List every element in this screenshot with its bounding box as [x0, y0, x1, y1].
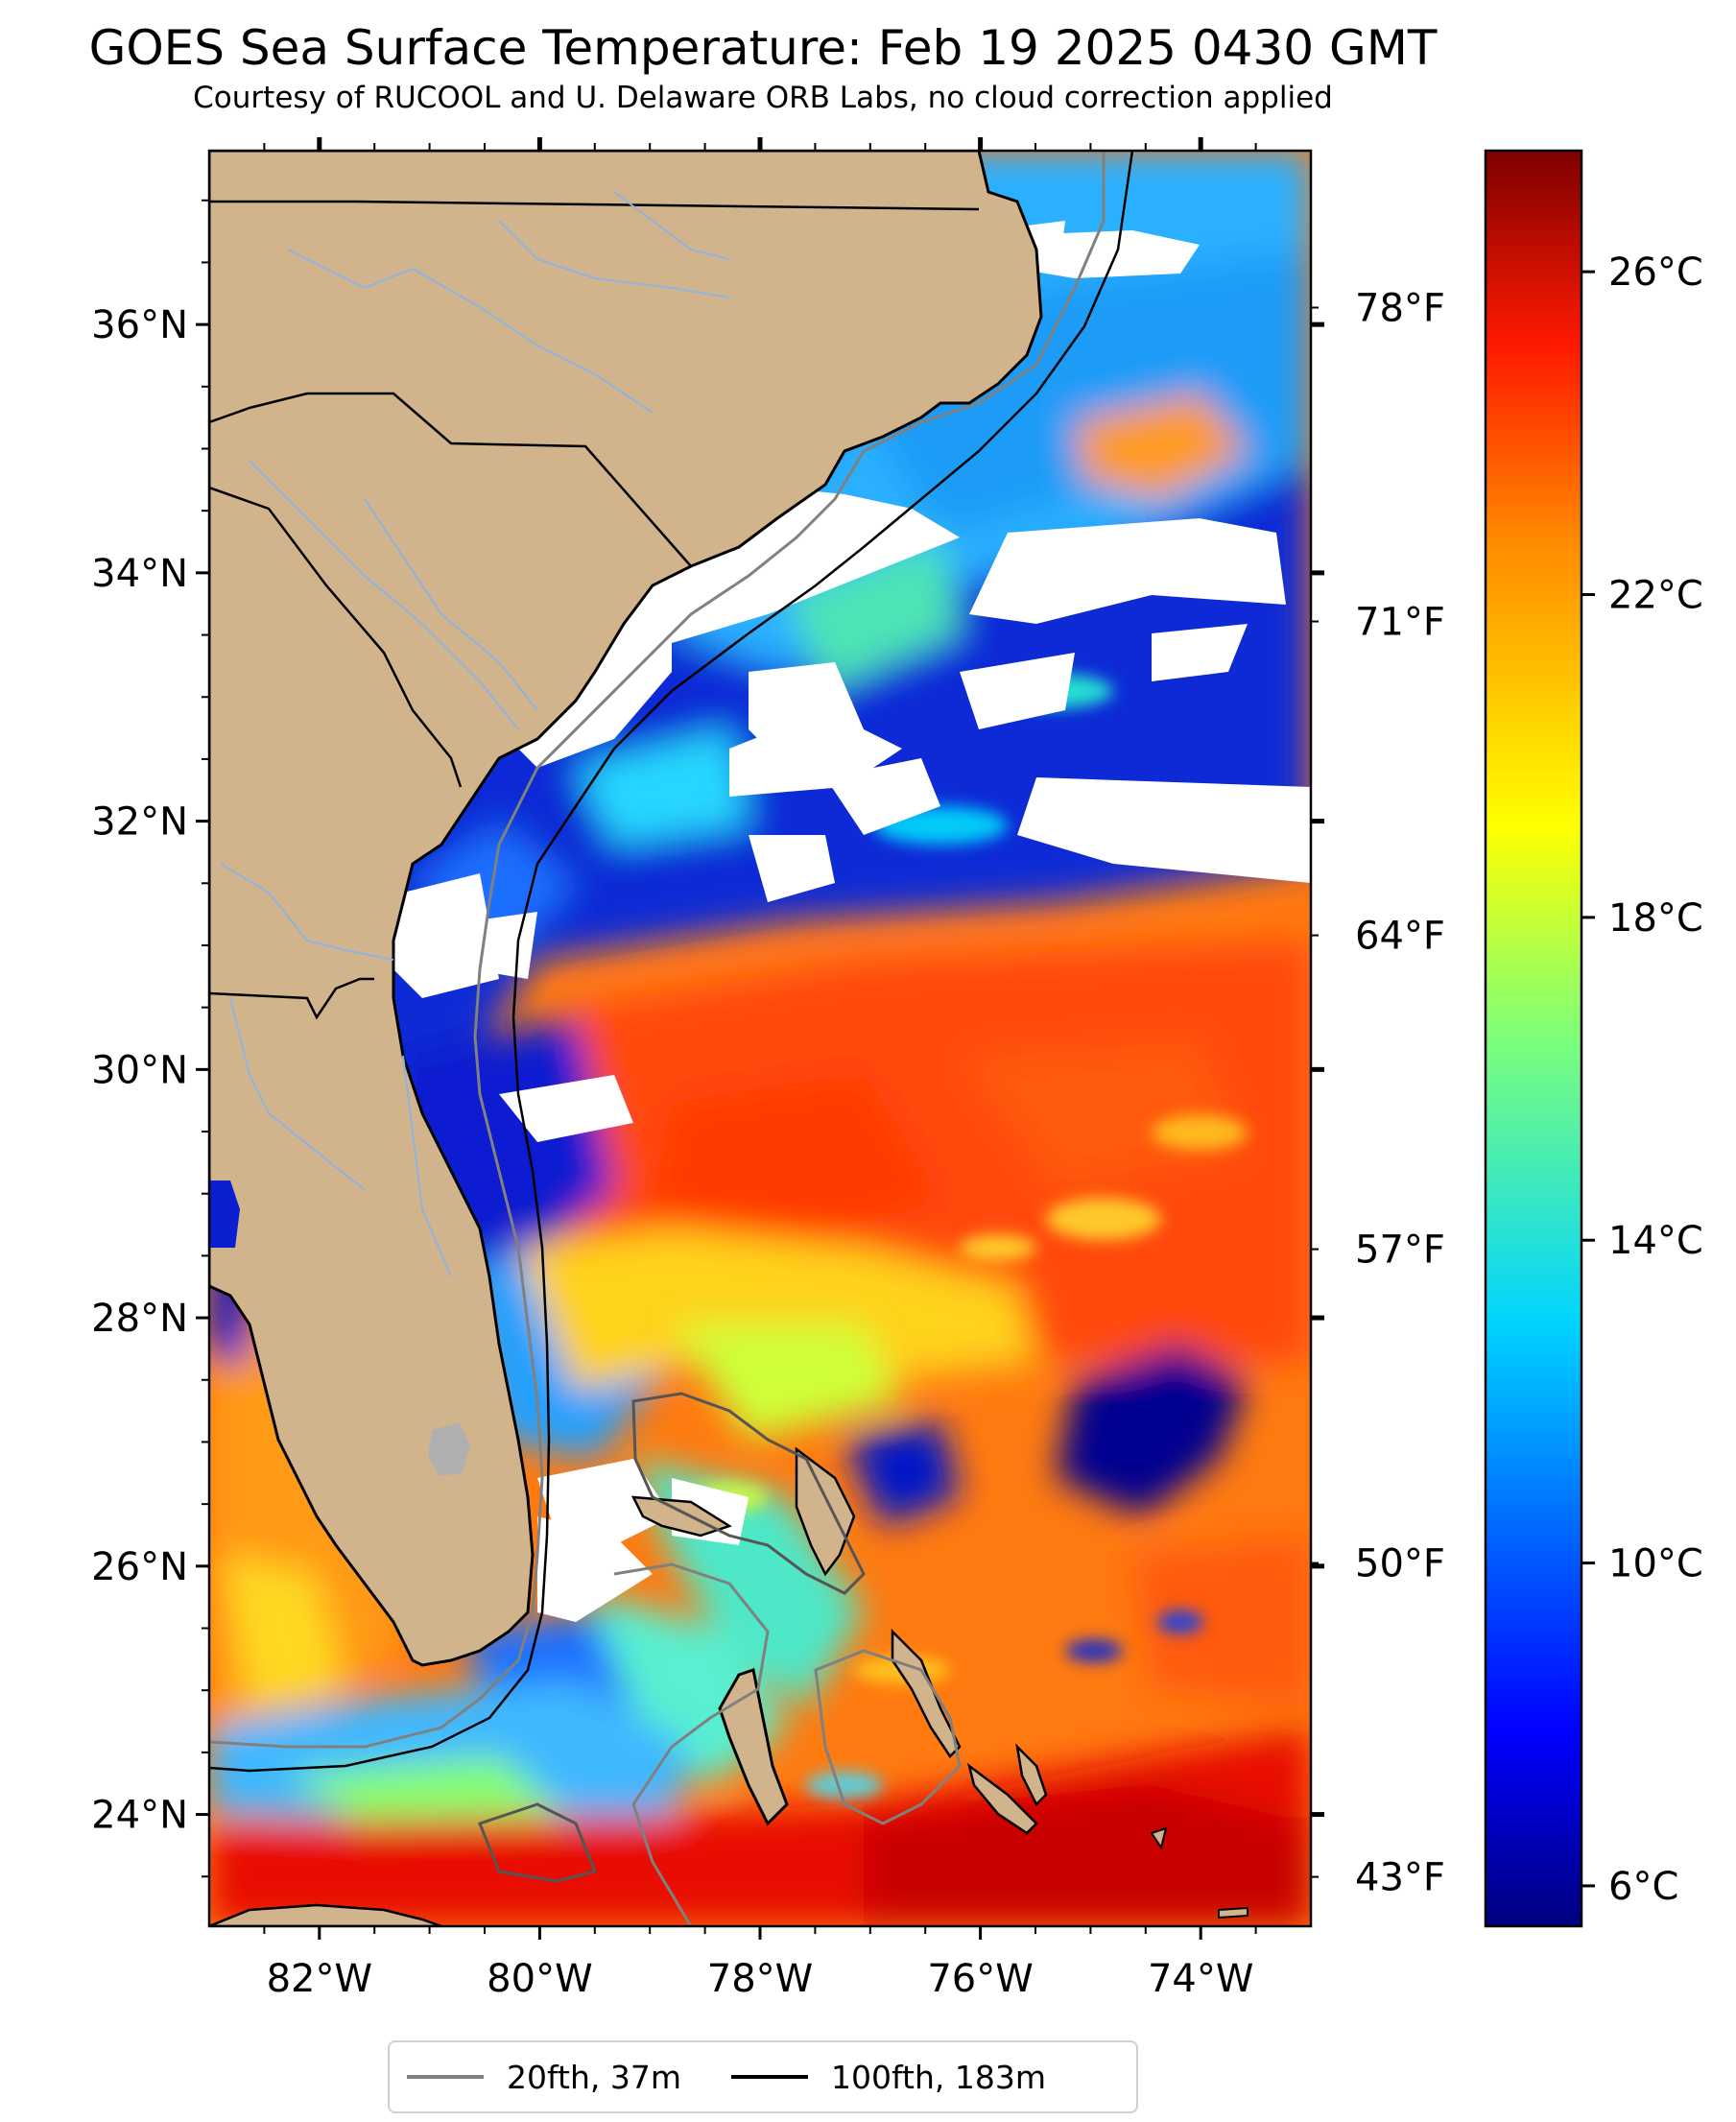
legend-line-20fth: [407, 2075, 484, 2079]
lon-tick-label: 80°W: [487, 1957, 592, 2001]
legend-item-20fth: 20fth, 37m: [407, 2059, 681, 2096]
colorbar-ticks: 26°C 22°C 18°C 14°C 10°C 6°C 78°F 71°F 64°F 57°F 5…: [1311, 250, 1703, 1909]
fahrenheit-tick-label: 71°F: [1355, 601, 1445, 645]
lat-tick-label: 36°N: [91, 303, 188, 347]
lat-tick-label: 24°N: [91, 1794, 188, 1838]
eleuthera: [891, 1628, 962, 1758]
legend-line-100fth: [731, 2075, 808, 2079]
celsius-tick-label: 6°C: [1608, 1865, 1678, 1909]
colorbar: 26°C 22°C 18°C 14°C 10°C 6°C 78°F 71°F 64°F 57°F 5…: [1311, 149, 1703, 1928]
lat-tick-label: 28°N: [91, 1297, 188, 1341]
lon-tick-label: 82°W: [267, 1957, 372, 2001]
fahrenheit-tick-label: 78°F: [1355, 287, 1445, 331]
fahrenheit-tick-label: 64°F: [1355, 915, 1445, 959]
lake-okeechobee: [428, 1422, 470, 1476]
colorbar-gradient: [1484, 149, 1583, 1928]
exuma-cays: [966, 1762, 1038, 1835]
fahrenheit-tick-label: 43°F: [1355, 1856, 1445, 1900]
lon-tick-label: 74°W: [1148, 1957, 1253, 2001]
map-axes: 36°N 34°N 32°N 30°N 28°N 26°N 24°N 82°W 80°W 78°W…: [91, 137, 1324, 2001]
legend-label-20fth: 20fth, 37m: [507, 2058, 681, 2096]
legend-label-100fth: 100fth, 183m: [831, 2058, 1046, 2096]
depth-legend: 20fth, 37m 100fth, 183m: [388, 2040, 1138, 2113]
celsius-tick-label: 18°C: [1608, 896, 1703, 941]
celsius-tick-label: 10°C: [1608, 1542, 1703, 1586]
lat-tick-label: 26°N: [91, 1545, 188, 1589]
celsius-tick-label: 22°C: [1608, 574, 1703, 618]
abaco: [795, 1446, 856, 1577]
celsius-tick-label: 14°C: [1608, 1219, 1703, 1263]
lat-tick-label: 32°N: [91, 800, 188, 845]
contour-20fth: [209, 151, 1106, 1749]
us-landmass: [209, 151, 1043, 1667]
cuba-north-coast: [209, 1903, 442, 1926]
fahrenheit-tick-label: 50°F: [1355, 1542, 1445, 1586]
map-title: GOES Sea Surface Temperature: Feb 19 202…: [88, 20, 1438, 76]
lon-tick-label: 78°W: [707, 1957, 813, 2001]
contour-100fth: [209, 151, 1134, 1773]
lat-tick-label: 30°N: [91, 1048, 188, 1092]
lon-tick-label: 76°W: [927, 1957, 1033, 2001]
map-subtitle: Courtesy of RUCOOL and U. Delaware ORB L…: [193, 81, 1333, 115]
fahrenheit-tick-label: 57°F: [1355, 1228, 1445, 1273]
celsius-tick-label: 26°C: [1608, 250, 1703, 295]
depth-contours: [209, 151, 1134, 1926]
land: [209, 151, 1248, 1926]
grand-bahama: [630, 1495, 732, 1538]
andros-island: [718, 1668, 789, 1826]
legend-item-100fth: 100fth, 183m: [731, 2059, 1046, 2096]
cat-island: [1015, 1743, 1048, 1807]
lat-tick-label: 34°N: [91, 552, 188, 596]
